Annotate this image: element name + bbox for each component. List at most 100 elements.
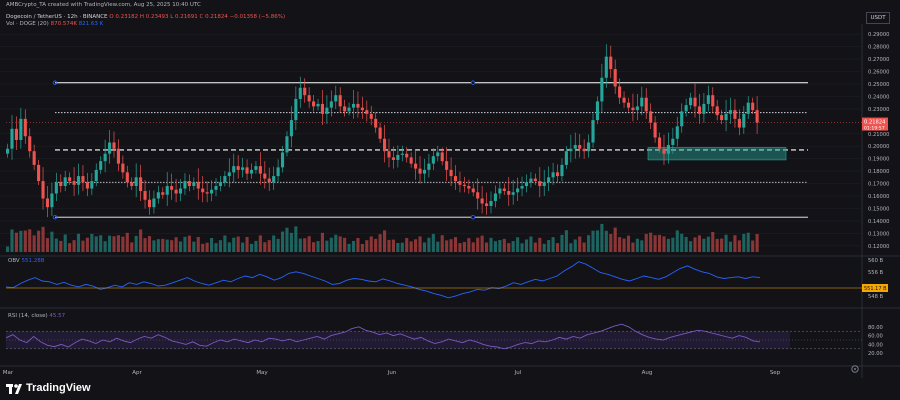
candle-body	[649, 111, 653, 123]
volume-bar	[183, 236, 187, 252]
volume-bar	[578, 236, 582, 252]
volume-bar	[378, 234, 382, 252]
candle-body	[334, 95, 338, 102]
candle-body	[37, 164, 41, 182]
volume-bar	[307, 236, 311, 252]
volume-bar	[90, 233, 94, 252]
candle-body	[547, 177, 551, 183]
volume-bar	[458, 243, 462, 252]
volume-bar	[405, 237, 409, 252]
candle-body	[294, 98, 298, 121]
volume-bar	[19, 230, 23, 252]
volume-bar	[498, 240, 502, 252]
volume-bar	[613, 227, 617, 252]
candle-body	[720, 115, 724, 121]
volume-bar	[684, 236, 688, 252]
candle-body	[560, 164, 564, 177]
currency-button[interactable]: USDT	[866, 12, 890, 24]
candle-body	[737, 118, 741, 128]
volume-bar	[116, 235, 120, 252]
symbol-name[interactable]: Dogecoin / TetherUS · 12h · BINANCE	[6, 14, 108, 20]
candle-body	[551, 172, 555, 178]
symbol-legend[interactable]: Dogecoin / TetherUS · 12h · BINANCE O 0.…	[6, 14, 285, 20]
volume-bar	[555, 243, 560, 252]
candle-body	[161, 192, 165, 195]
candle-body	[201, 188, 205, 193]
volume-bar	[618, 237, 622, 252]
volume-bar	[223, 235, 227, 252]
candle-body	[533, 178, 537, 182]
candle-body	[76, 176, 81, 185]
volume-bar	[28, 229, 32, 252]
volume-bar	[666, 238, 670, 252]
volume-bar	[289, 232, 293, 252]
candle-body	[183, 181, 187, 189]
candle-body	[573, 144, 577, 149]
y-tick-label: 0.20000	[868, 144, 889, 150]
volume-bar	[560, 234, 564, 252]
tradingview-logo-icon[interactable]	[6, 383, 22, 395]
anchor-dot	[52, 214, 58, 220]
volume-bar	[573, 239, 577, 252]
candle-body	[320, 103, 325, 114]
settings-gear-icon[interactable]	[850, 364, 860, 374]
volume-bar	[400, 242, 404, 252]
x-tick-label: Jun	[387, 370, 397, 376]
candle-body	[41, 181, 45, 199]
candle-body	[516, 188, 520, 193]
candle-body	[81, 176, 85, 183]
volume-bar	[6, 246, 10, 252]
volume-bar	[595, 230, 599, 252]
volume-bar	[85, 237, 89, 252]
volume-bar	[493, 241, 497, 252]
obv-legend[interactable]: OBV 551.28B	[8, 258, 44, 264]
candle-body	[165, 186, 169, 195]
volume-value: 870.574K	[50, 21, 77, 27]
candle-body	[125, 172, 129, 183]
y-tick-label: 0.13000	[868, 231, 889, 237]
candle-body	[54, 182, 58, 194]
y-tick-label: 0.23000	[868, 107, 889, 113]
volume-bar	[569, 243, 573, 252]
candle-body	[400, 153, 404, 155]
volume-bar	[294, 226, 298, 252]
candle-body	[600, 77, 604, 102]
volume-bar	[649, 232, 653, 252]
volume-bar	[383, 230, 387, 252]
volume-bar	[462, 241, 466, 252]
volume-bar	[547, 240, 551, 252]
volume-bar	[125, 232, 129, 252]
volume-bar	[516, 237, 520, 252]
candle-body	[356, 103, 360, 108]
volume-bar	[227, 242, 231, 252]
candle-body	[174, 189, 178, 194]
obv-line	[5, 261, 761, 299]
volume-bar	[94, 236, 98, 252]
volume-bar	[334, 234, 338, 252]
volume-bar	[54, 238, 58, 252]
candle-body	[680, 111, 684, 127]
candle-body	[108, 142, 112, 154]
y-tick-label: 0.21000	[868, 132, 889, 138]
candle-body	[272, 176, 276, 183]
volume-bar	[320, 232, 325, 252]
volume-bar	[14, 232, 18, 252]
volume-bar	[662, 236, 666, 252]
volume-bar	[360, 244, 364, 252]
candle-body	[360, 107, 364, 111]
volume-bar	[241, 242, 245, 252]
obv-y-tick: 556 B	[868, 270, 884, 276]
volume-bar	[387, 239, 391, 252]
volume-legend[interactable]: Vol · DOGE (20) 870.574K 821.63 K	[6, 21, 103, 27]
candle-body	[121, 163, 125, 173]
candle-body	[493, 193, 497, 201]
volume-bar	[245, 236, 249, 252]
tradingview-brand[interactable]: TradingView	[26, 382, 91, 394]
volume-bar	[471, 242, 475, 252]
rsi-legend[interactable]: RSI (14, close) 45.57	[8, 313, 65, 319]
candle-body	[414, 163, 418, 169]
volume-bar	[205, 242, 209, 252]
volume-bar	[631, 242, 635, 252]
volume-bar	[742, 233, 746, 252]
